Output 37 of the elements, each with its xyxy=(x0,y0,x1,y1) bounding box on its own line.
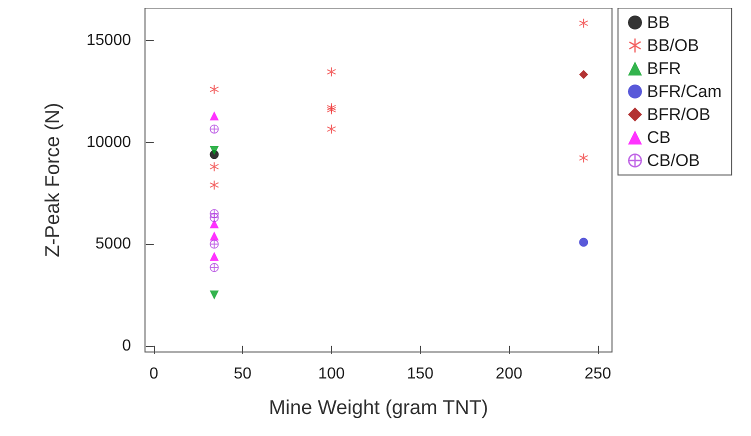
legend-label: CB/OB xyxy=(647,151,700,170)
legend-label: BB xyxy=(647,13,670,32)
point xyxy=(210,231,219,240)
legend-label: BB/OB xyxy=(647,36,699,55)
legend-label: BFR/OB xyxy=(647,105,710,124)
x-axis-title: Mine Weight (gram TNT) xyxy=(268,397,488,419)
point xyxy=(579,238,588,247)
y-axis-title: Z-Peak Force (N) xyxy=(42,102,64,258)
x-tick-label: 0 xyxy=(149,366,158,382)
point xyxy=(210,240,219,249)
legend-label: BFR/Cam xyxy=(647,82,722,101)
point xyxy=(210,180,219,190)
y-tick-label: 10000 xyxy=(86,134,132,151)
legend-label: BFR xyxy=(647,59,681,78)
point xyxy=(326,67,336,76)
point xyxy=(210,124,219,134)
point xyxy=(210,252,219,261)
x-tick-label: 200 xyxy=(496,366,522,382)
x-tick-label: 50 xyxy=(234,366,252,382)
point xyxy=(579,154,588,163)
point xyxy=(326,124,336,134)
point xyxy=(210,146,219,155)
x-tick-label: 150 xyxy=(406,366,434,382)
x-tick-label: 100 xyxy=(318,366,345,382)
y-tick-label: 5000 xyxy=(95,236,132,253)
point xyxy=(579,18,588,28)
y-tick-label: 0 xyxy=(122,337,132,354)
y-tick-label: 15000 xyxy=(86,32,132,50)
point xyxy=(210,263,219,272)
point xyxy=(210,162,219,172)
point xyxy=(579,70,588,80)
x-tick-label: 250 xyxy=(584,366,612,382)
point xyxy=(210,84,219,94)
point xyxy=(210,219,219,228)
point xyxy=(210,290,219,300)
point xyxy=(210,111,219,120)
legend-label: CB xyxy=(647,128,671,147)
